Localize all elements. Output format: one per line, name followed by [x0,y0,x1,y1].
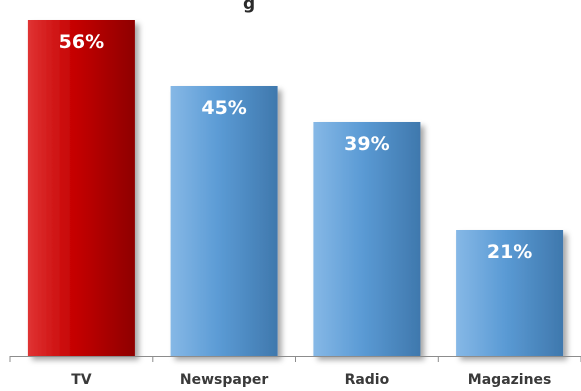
bars-layer [27,20,564,356]
bar-radio [313,122,421,356]
category-label-radio: Radio [345,372,390,388]
value-label-radio: 39% [344,133,389,155]
category-label-newspaper: Newspaper [180,372,268,388]
bar-newspaper [170,86,278,356]
category-labels-layer: TV Newspaper Radio Magazines [71,372,551,388]
category-label-tv: TV [71,372,92,388]
chart-title-fragment: g [243,0,255,14]
bar-tv [27,20,135,356]
value-label-newspaper: 45% [201,97,246,119]
x-axis [9,356,581,362]
value-label-magazines: 21% [487,241,532,263]
value-labels-layer: 56% 45% 39% 21% [59,31,533,263]
bar-magazines [456,230,564,356]
category-label-magazines: Magazines [468,372,552,388]
value-label-tv: 56% [59,31,104,53]
